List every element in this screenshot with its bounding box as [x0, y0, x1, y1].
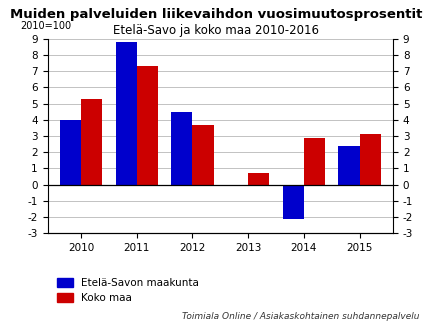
Bar [360, 134, 381, 185]
Text: Toimiala Online / Asiakaskohtainen suhdannepalvelu: Toimiala Online / Asiakaskohtainen suhda… [181, 312, 419, 321]
Bar [192, 125, 214, 185]
Bar [283, 185, 304, 219]
Bar [171, 112, 192, 185]
Bar [248, 173, 270, 185]
Legend: Etelä-Savon maakunta, Koko maa: Etelä-Savon maakunta, Koko maa [53, 273, 203, 307]
Bar [339, 146, 360, 185]
Bar [304, 138, 325, 185]
Bar [227, 185, 248, 186]
Bar [81, 99, 102, 185]
Bar [60, 120, 81, 185]
Text: Muiden palveluiden liikevaihdon vuosimuutosprosentit: Muiden palveluiden liikevaihdon vuosimuu… [10, 8, 422, 21]
Bar [137, 66, 158, 185]
Bar [115, 42, 137, 185]
Text: Etelä-Savo ja koko maa 2010-2016: Etelä-Savo ja koko maa 2010-2016 [113, 24, 319, 37]
Text: 2010=100: 2010=100 [20, 21, 71, 31]
